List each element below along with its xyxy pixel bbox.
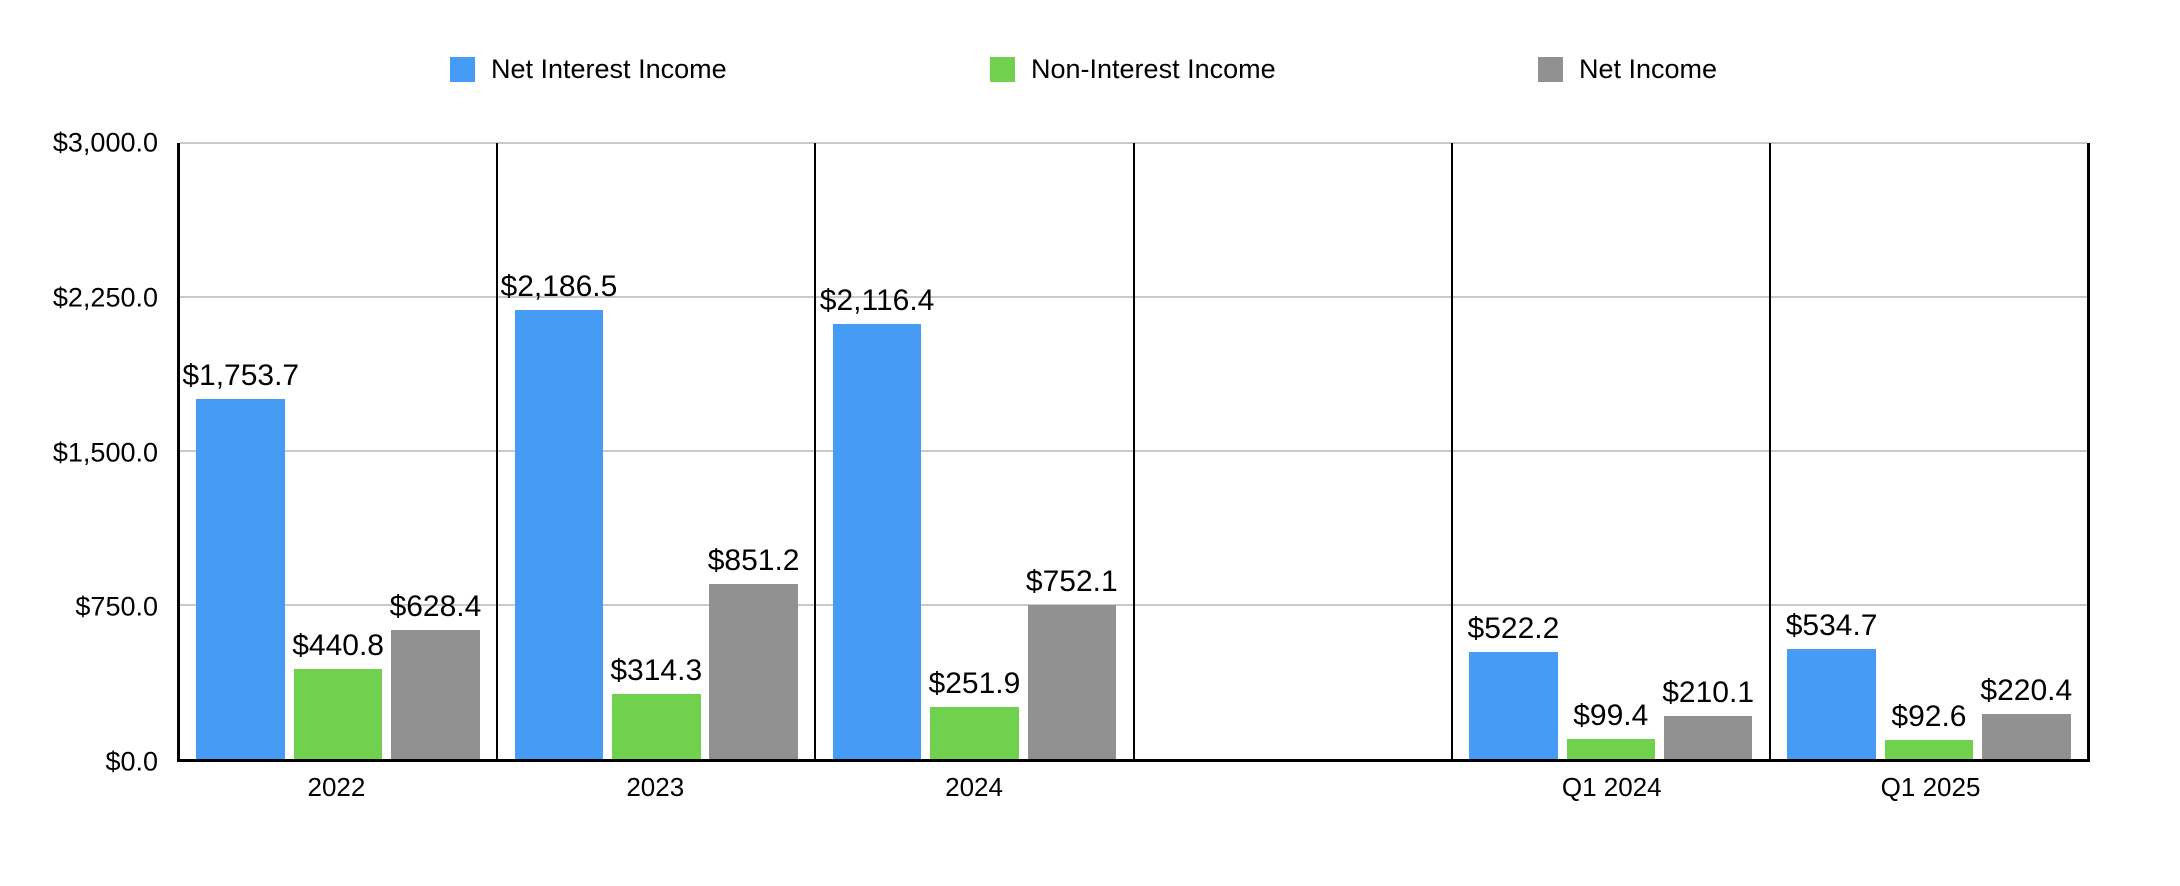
y-axis: $3,000.0 $2,250.0 $1,500.0 $750.0 $0.0 (0, 129, 158, 775)
bar-net-income-2024 (1027, 604, 1117, 759)
bar-value-label: $314.3 (610, 654, 703, 688)
bar-group-non-interest-income-2024: $251.9 (928, 143, 1021, 759)
bar-group-net-interest-income-2022: $1,753.7 (182, 143, 299, 759)
bar-group-net-interest-income-q1-2024: $522.2 (1467, 143, 1560, 759)
bar-group-net-interest-income-q1-2025: $534.7 (1785, 143, 1878, 759)
x-axis-label-empty (1133, 772, 1452, 803)
bar-net-income-q1-2024 (1663, 715, 1753, 759)
bar-value-label: $251.9 (928, 667, 1021, 701)
bar-group-non-interest-income-2023: $314.3 (610, 143, 703, 759)
bar-group-net-income-2023: $851.2 (707, 143, 800, 759)
bar-value-label: $220.4 (1980, 673, 2073, 707)
bar-value-label: $2,186.5 (500, 270, 618, 304)
x-axis-label-q1-2024: Q1 2024 (1561, 772, 1662, 802)
bar-non-interest-income-q1-2025 (1884, 740, 1974, 759)
bar-value-label: $628.4 (389, 589, 482, 623)
bar-net-interest-income-q1-2024 (1469, 651, 1558, 759)
bar-net-interest-income-2022 (196, 398, 285, 759)
bar-value-label: $440.8 (292, 628, 384, 662)
bar-value-label: $210.1 (1662, 675, 1755, 709)
legend-label: Net Income (1579, 54, 1718, 84)
legend-swatch-net-income (1538, 57, 1563, 82)
bar-group-net-interest-income-2023: $2,186.5 (501, 143, 617, 759)
bar-value-label: $99.4 (1573, 698, 1649, 732)
legend-item-net-income: Net Income (1538, 56, 1717, 83)
bar-non-interest-income-2024 (930, 707, 1019, 759)
bar-value-label: $2,116.4 (819, 284, 935, 318)
category-panels: $1,753.7 $440.8 $628.4 $2,186.5 $314.3 $851.2… (180, 143, 2087, 759)
x-axis-label-2024: 2024 (945, 772, 1003, 802)
bar-group-non-interest-income-q1-2025: $92.6 (1884, 143, 1974, 759)
legend-item-net-interest-income: Net Interest Income (450, 56, 727, 83)
x-axis-label-q1-2025: Q1 2025 (1880, 772, 1981, 802)
x-axis-labels: 2022 2023 2024 Q1 2024 Q1 2025 (177, 772, 2090, 803)
category-panel-empty (1132, 143, 1451, 759)
y-axis-tick: $0.0 (105, 746, 158, 777)
bar-non-interest-income-q1-2024 (1566, 738, 1656, 759)
bar-value-label: $92.6 (1891, 700, 1967, 733)
bar-group-net-income-2024: $752.1 (1025, 143, 1118, 759)
plot-area: $1,753.7 $440.8 $628.4 $2,186.5 $314.3 $851.2… (177, 142, 2090, 762)
category-panel-2024: $2,116.4 $251.9 $752.1 (814, 143, 1132, 759)
bar-net-interest-income-2023 (514, 310, 604, 759)
bar-net-interest-income-q1-2025 (1787, 649, 1876, 759)
bar-group-net-income-2022: $628.4 (389, 143, 482, 759)
bar-net-income-2022 (391, 629, 480, 759)
bar-non-interest-income-2022 (293, 668, 383, 759)
bar-net-interest-income-2024 (832, 324, 922, 759)
bar-value-label: $534.7 (1785, 609, 1878, 643)
y-axis-tick: $1,500.0 (52, 437, 158, 467)
y-axis-tick: $2,250.0 (52, 282, 158, 313)
legend-label: Non-Interest Income (1031, 54, 1276, 84)
category-panel-2023: $2,186.5 $314.3 $851.2 (496, 143, 814, 759)
legend-swatch-net-interest-income (450, 57, 475, 82)
category-panel-2022: $1,753.7 $440.8 $628.4 (180, 143, 496, 759)
bar-group-net-income-q1-2024: $210.1 (1662, 143, 1755, 759)
x-axis-label-2022: 2022 (307, 772, 366, 802)
bar-non-interest-income-2023 (612, 694, 701, 759)
legend-label: Net Interest Income (491, 54, 727, 84)
bar-value-label: $1,753.7 (182, 358, 300, 392)
category-panel-q1-2024: $522.2 $99.4 $210.1 (1450, 143, 1769, 759)
bar-value-label: $851.2 (707, 544, 800, 578)
bar-net-income-2023 (709, 584, 798, 759)
legend-swatch-non-interest-income (990, 57, 1015, 82)
bar-value-label: $522.2 (1467, 611, 1560, 645)
bar-group-non-interest-income-q1-2024: $99.4 (1566, 143, 1656, 759)
bar-net-income-q1-2025 (1982, 713, 2071, 759)
bar-group-non-interest-income-2022: $440.8 (292, 143, 384, 759)
y-axis-tick: $750.0 (75, 591, 158, 622)
legend-item-non-interest-income: Non-Interest Income (990, 56, 1276, 83)
x-axis-label-2023: 2023 (626, 772, 685, 802)
category-panel-q1-2025: $534.7 $92.6 $220.4 (1768, 143, 2087, 759)
bar-group-net-interest-income-2024: $2,116.4 (820, 143, 934, 759)
bar-value-label: $752.1 (1025, 564, 1118, 598)
bar-group-net-income-q1-2025: $220.4 (1980, 143, 2073, 759)
y-axis-tick: $3,000.0 (52, 127, 158, 158)
